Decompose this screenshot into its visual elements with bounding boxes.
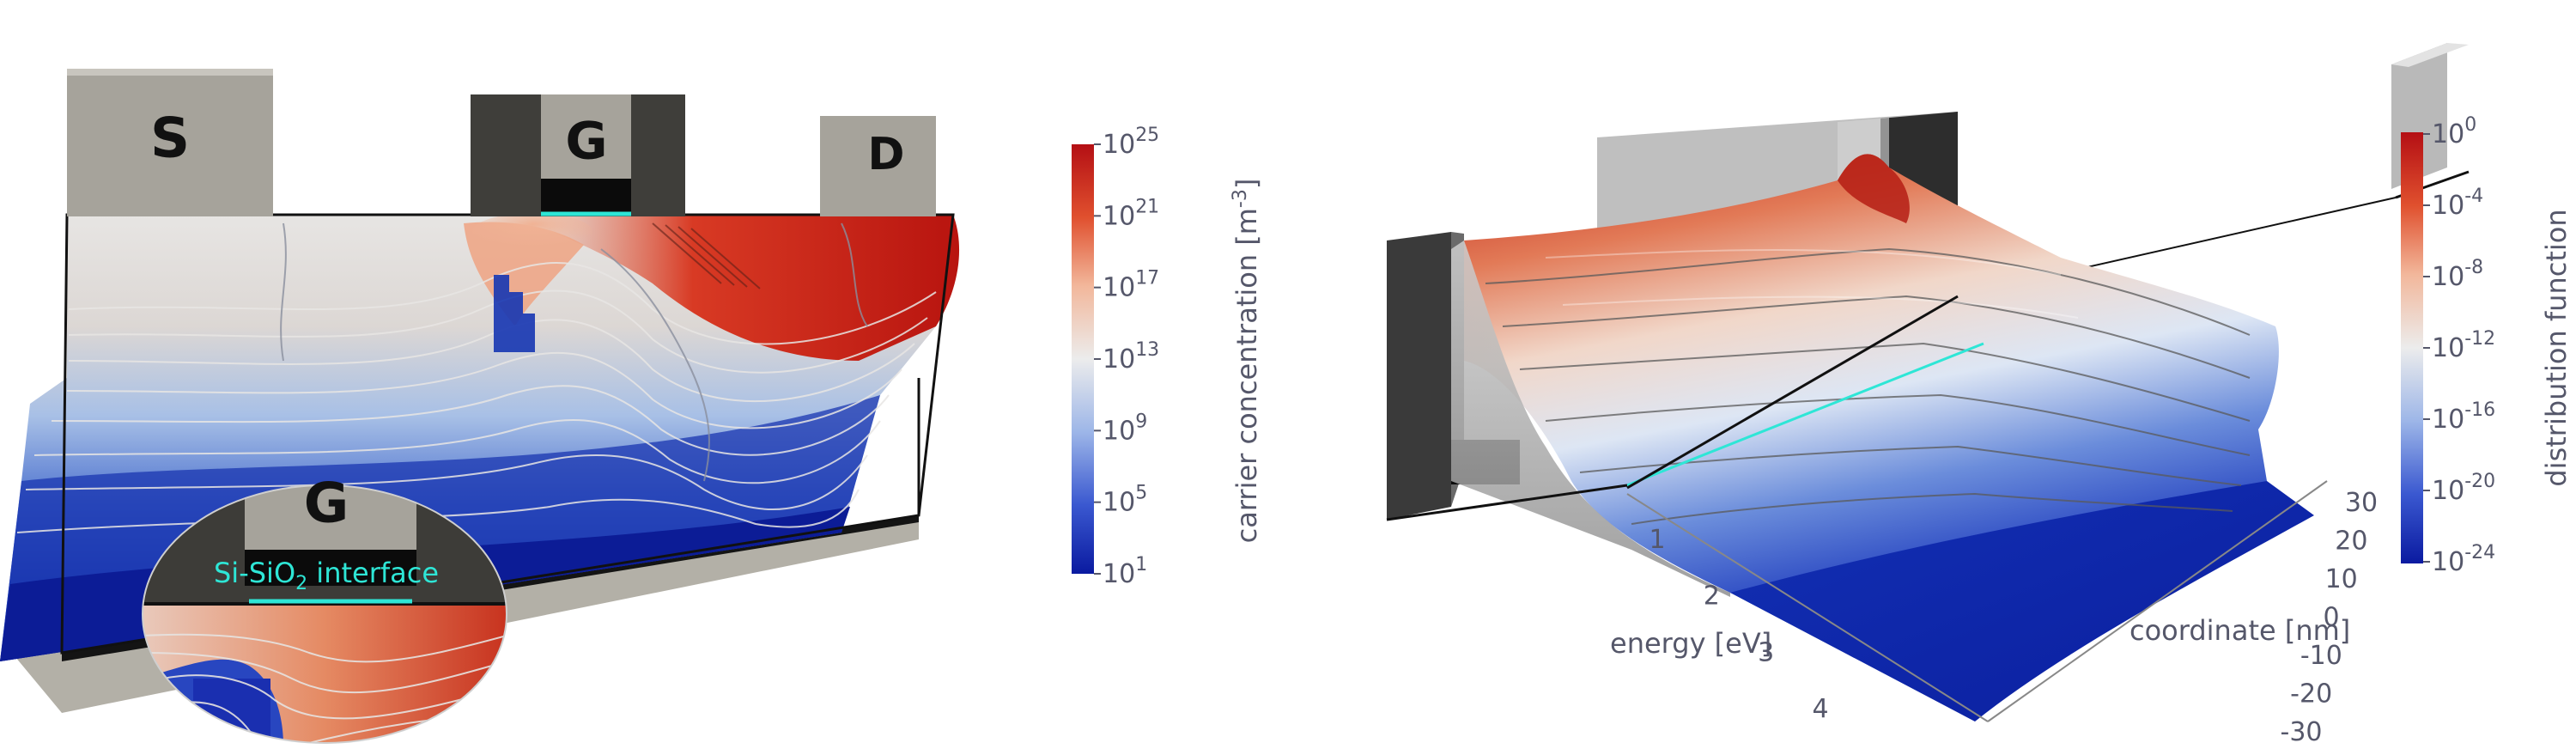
concentration-colorbar-tick-label: 1025 [1103, 125, 1159, 160]
distribution-colorbar-tick-label: 10-16 [2432, 399, 2495, 435]
energy-tick-label: 1 [1649, 525, 1665, 555]
distribution-colorbar-tick-label: 10-12 [2432, 328, 2495, 363]
source-label: S [150, 107, 190, 171]
distribution-colorbar-tick-label: 10-4 [2432, 186, 2483, 221]
coordinate-tick-label: 30 [2345, 488, 2378, 518]
interface-line-right [1626, 342, 1984, 487]
concentration-colorbar [1072, 144, 1094, 574]
source-wall [1387, 232, 1451, 520]
gate-contact [471, 94, 685, 216]
drain-region [515, 215, 960, 361]
distribution-colorbar-tick-label: 10-8 [2432, 257, 2483, 292]
source-contact [67, 69, 273, 216]
energy-tick-label: 2 [1704, 582, 1720, 612]
distribution-colorbar-tick-label: 10-24 [2432, 542, 2495, 577]
drain-contact [820, 116, 936, 216]
coordinate-tick-label: -30 [2281, 717, 2323, 746]
coordinate-axis-ticks: 30 20 10 0 -10 -20 -30 [2281, 488, 2379, 747]
concentration-colorbar-tick-label: 1021 [1103, 196, 1159, 231]
energy-axis-ticks: 1 2 3 4 [1649, 525, 1828, 724]
coordinate-tick-label: 0 [2323, 603, 2339, 633]
concentration-colorbar-ticks: 1025 1021 1017 1013 109 105 101 [1094, 125, 1159, 589]
interface-annotation: Si-SiO2 interface [214, 557, 439, 594]
coordinate-tick-label: -10 [2300, 641, 2342, 671]
energy-axis-label: energy [eV] [1610, 627, 1771, 660]
distribution-colorbar-tick-label: 100 [2432, 114, 2476, 149]
inset-gate-label: G [304, 472, 349, 536]
carrier-concentration-panel: S G D [0, 0, 1288, 746]
gate-label: G [565, 112, 607, 172]
concentration-colorbar-label: carrier concentration [m-3] [1230, 179, 1263, 544]
concentration-colorbar-tick-label: 109 [1103, 411, 1147, 446]
distribution-colorbar-ticks: 100 10-4 10-8 10-12 10-16 10-20 10-24 [2423, 114, 2495, 577]
contour-lines [16, 262, 937, 533]
concentration-colorbar-tick-label: 1013 [1103, 339, 1159, 374]
energy-tick-label: 3 [1758, 637, 1774, 667]
distribution-colorbar [2401, 132, 2423, 563]
coordinate-tick-label: 20 [2335, 527, 2367, 557]
coordinate-axis-label: coordinate [nm] [2129, 614, 2350, 647]
coordinate-tick-label: 10 [2325, 564, 2358, 594]
energy-tick-label: 4 [1812, 694, 1828, 724]
floor-surface [1730, 481, 2314, 722]
concentration-colorbar-tick-label: 1017 [1103, 268, 1159, 303]
coordinate-tick-label: -20 [2290, 679, 2332, 709]
surface-contours [1485, 247, 2251, 525]
concentration-colorbar-tick-label: 105 [1103, 483, 1147, 518]
concentration-colorbar-tick-label: 101 [1103, 554, 1147, 589]
device-3d-view: S G D [0, 69, 1263, 744]
drain-label: D [867, 129, 904, 180]
distribution-colorbar-tick-label: 10-20 [2432, 471, 2495, 506]
distribution-colorbar-label: distribution function [2540, 209, 2573, 486]
